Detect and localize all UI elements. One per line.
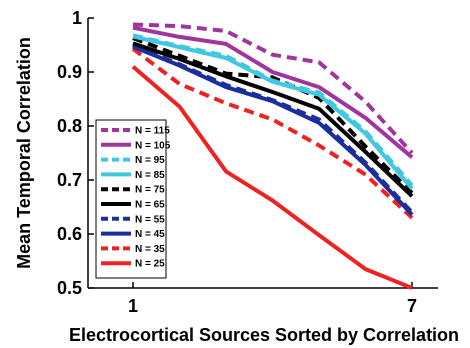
legend-label: N = 25	[135, 259, 165, 270]
x-axis-label: Electrocortical Sources Sorted by Correl…	[69, 325, 459, 345]
series-line-35	[131, 47, 414, 220]
y-axis-label: Mean Temporal Correlation	[14, 37, 34, 269]
series-line-65	[132, 41, 414, 198]
series-line-95	[132, 33, 414, 187]
legend-label: N = 65	[135, 200, 165, 211]
legend-label: N = 75	[135, 185, 165, 196]
legend-label: N = 115	[135, 126, 170, 137]
y-tick-label: 0.6	[57, 224, 82, 244]
series-line-105	[132, 25, 414, 159]
legend-label: N = 105	[135, 140, 171, 151]
x-tick-label: 7	[407, 296, 417, 316]
y-tick-label: 0.5	[57, 278, 82, 298]
y-tick-label: 0.7	[57, 170, 82, 190]
series-line-25	[131, 65, 413, 290]
x-tick-label: 1	[128, 296, 138, 316]
series-line-75	[132, 36, 414, 195]
legend-label: N = 55	[135, 214, 165, 225]
series-lines	[131, 22, 414, 290]
y-tick-label: 1	[72, 8, 82, 28]
legend: N = 115 N = 105 N = 95 N = 85 N = 75 N = 65 N …	[95, 119, 171, 279]
legend-label: N = 45	[135, 229, 165, 240]
series-line-115	[132, 22, 414, 155]
y-tick-label: 0.9	[57, 62, 82, 82]
y-ticks: 0.5 0.6 0.7 0.8 0.9 1	[57, 8, 94, 298]
legend-label: N = 95	[135, 155, 165, 166]
series-line-55	[132, 43, 414, 214]
legend-label: N = 85	[135, 170, 165, 181]
y-tick-label: 0.8	[57, 116, 82, 136]
legend-label: N = 35	[135, 244, 165, 255]
